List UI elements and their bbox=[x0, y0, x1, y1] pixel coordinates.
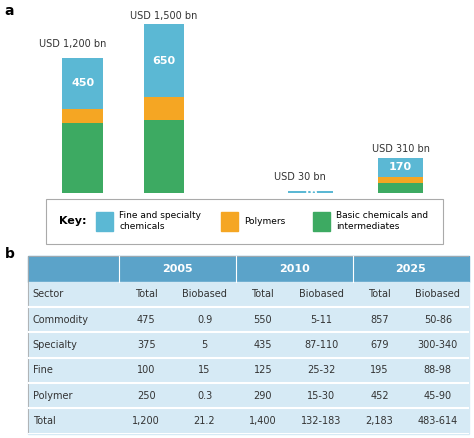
Bar bbox=[144, 25, 184, 97]
Bar bbox=[221, 212, 238, 231]
Bar bbox=[96, 212, 113, 231]
Text: 1,200: 1,200 bbox=[132, 416, 160, 426]
Bar bbox=[28, 383, 469, 408]
Text: Chemical products: Chemical products bbox=[71, 225, 175, 235]
Text: 250: 250 bbox=[137, 391, 155, 401]
Bar bbox=[28, 256, 469, 282]
Bar bbox=[28, 307, 469, 332]
Text: 650: 650 bbox=[152, 56, 175, 66]
Bar bbox=[28, 282, 469, 307]
Text: 100: 100 bbox=[137, 365, 155, 375]
Text: 5: 5 bbox=[201, 340, 208, 350]
Text: 0.9: 0.9 bbox=[197, 314, 212, 325]
Text: 2,183: 2,183 bbox=[365, 416, 393, 426]
Text: 195: 195 bbox=[370, 365, 389, 375]
Text: 550: 550 bbox=[254, 314, 272, 325]
Text: 15: 15 bbox=[198, 365, 211, 375]
Text: Polymer: Polymer bbox=[33, 391, 73, 401]
FancyBboxPatch shape bbox=[46, 199, 443, 244]
Text: Total: Total bbox=[252, 289, 274, 299]
Text: Total: Total bbox=[135, 289, 157, 299]
Text: 1,400: 1,400 bbox=[249, 416, 277, 426]
Text: USD 30 bn: USD 30 bn bbox=[273, 172, 326, 182]
Text: 16: 16 bbox=[302, 187, 318, 197]
Text: 87-110: 87-110 bbox=[304, 340, 338, 350]
Text: 435: 435 bbox=[254, 340, 272, 350]
Text: Fine and specialty
chemicals: Fine and specialty chemicals bbox=[119, 211, 201, 231]
Bar bbox=[144, 97, 184, 120]
Text: 290: 290 bbox=[254, 391, 272, 401]
Text: USD 1,500 bn: USD 1,500 bn bbox=[130, 11, 198, 21]
Text: 679: 679 bbox=[370, 340, 389, 350]
Text: Total: Total bbox=[33, 416, 55, 426]
Text: 45-90: 45-90 bbox=[424, 391, 452, 401]
Text: 2010: 2010 bbox=[387, 201, 415, 212]
Text: Total: Total bbox=[368, 289, 391, 299]
Text: 2025: 2025 bbox=[396, 264, 426, 274]
Text: Biotechnology processes: Biotechnology processes bbox=[286, 225, 425, 235]
Text: 452: 452 bbox=[370, 391, 389, 401]
Bar bbox=[378, 177, 423, 183]
Bar bbox=[28, 408, 469, 434]
Text: 2005: 2005 bbox=[163, 264, 193, 274]
Text: 132-183: 132-183 bbox=[301, 416, 341, 426]
Text: 21.2: 21.2 bbox=[194, 416, 215, 426]
Bar bbox=[288, 191, 333, 193]
Text: 2001: 2001 bbox=[69, 201, 97, 212]
Text: 2001: 2001 bbox=[296, 201, 324, 212]
Bar bbox=[28, 357, 469, 383]
Text: Biotechnology processes: Biotechnology processes bbox=[286, 218, 425, 228]
Text: 170: 170 bbox=[389, 162, 412, 173]
Text: Biobased: Biobased bbox=[299, 289, 344, 299]
Bar bbox=[62, 58, 103, 109]
Text: a: a bbox=[5, 4, 14, 18]
Text: 2010: 2010 bbox=[279, 264, 310, 274]
Text: Key:: Key: bbox=[59, 216, 86, 226]
Text: Fine: Fine bbox=[33, 365, 53, 375]
Text: 15-30: 15-30 bbox=[307, 391, 335, 401]
Text: 125: 125 bbox=[254, 365, 272, 375]
Bar bbox=[28, 332, 469, 357]
Text: b: b bbox=[5, 247, 15, 261]
Bar bbox=[144, 120, 184, 193]
Text: 475: 475 bbox=[137, 314, 155, 325]
Text: USD 310 bn: USD 310 bn bbox=[372, 145, 429, 154]
Text: Sector: Sector bbox=[33, 289, 64, 299]
Text: 88-98: 88-98 bbox=[424, 365, 452, 375]
Text: Specialty: Specialty bbox=[33, 340, 78, 350]
Text: 25-32: 25-32 bbox=[307, 365, 335, 375]
Bar bbox=[62, 123, 103, 193]
Text: 375: 375 bbox=[137, 340, 155, 350]
Text: USD 1,200 bn: USD 1,200 bn bbox=[39, 39, 107, 49]
Text: Basic chemicals and
intermediates: Basic chemicals and intermediates bbox=[336, 211, 428, 231]
Text: 300-340: 300-340 bbox=[418, 340, 458, 350]
Bar bbox=[313, 212, 330, 231]
Bar bbox=[378, 158, 423, 177]
Text: 450: 450 bbox=[71, 78, 94, 88]
Text: 50-86: 50-86 bbox=[424, 314, 452, 325]
Text: Polymers: Polymers bbox=[245, 217, 286, 226]
Bar bbox=[378, 183, 423, 193]
Text: 857: 857 bbox=[370, 314, 389, 325]
Text: Biobased: Biobased bbox=[415, 289, 460, 299]
Text: 2010: 2010 bbox=[150, 201, 178, 212]
Bar bbox=[62, 109, 103, 123]
Text: Commodity: Commodity bbox=[33, 314, 89, 325]
Text: 5-11: 5-11 bbox=[310, 314, 332, 325]
Text: 483-614: 483-614 bbox=[418, 416, 458, 426]
Text: Biobased: Biobased bbox=[182, 289, 227, 299]
Text: Chemical products: Chemical products bbox=[71, 218, 175, 228]
Text: 0.3: 0.3 bbox=[197, 391, 212, 401]
